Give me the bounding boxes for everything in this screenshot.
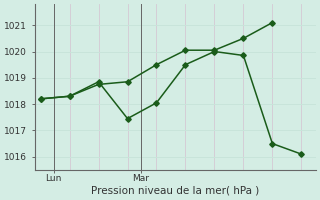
X-axis label: Pression niveau de la mer( hPa ): Pression niveau de la mer( hPa ) xyxy=(91,186,260,196)
